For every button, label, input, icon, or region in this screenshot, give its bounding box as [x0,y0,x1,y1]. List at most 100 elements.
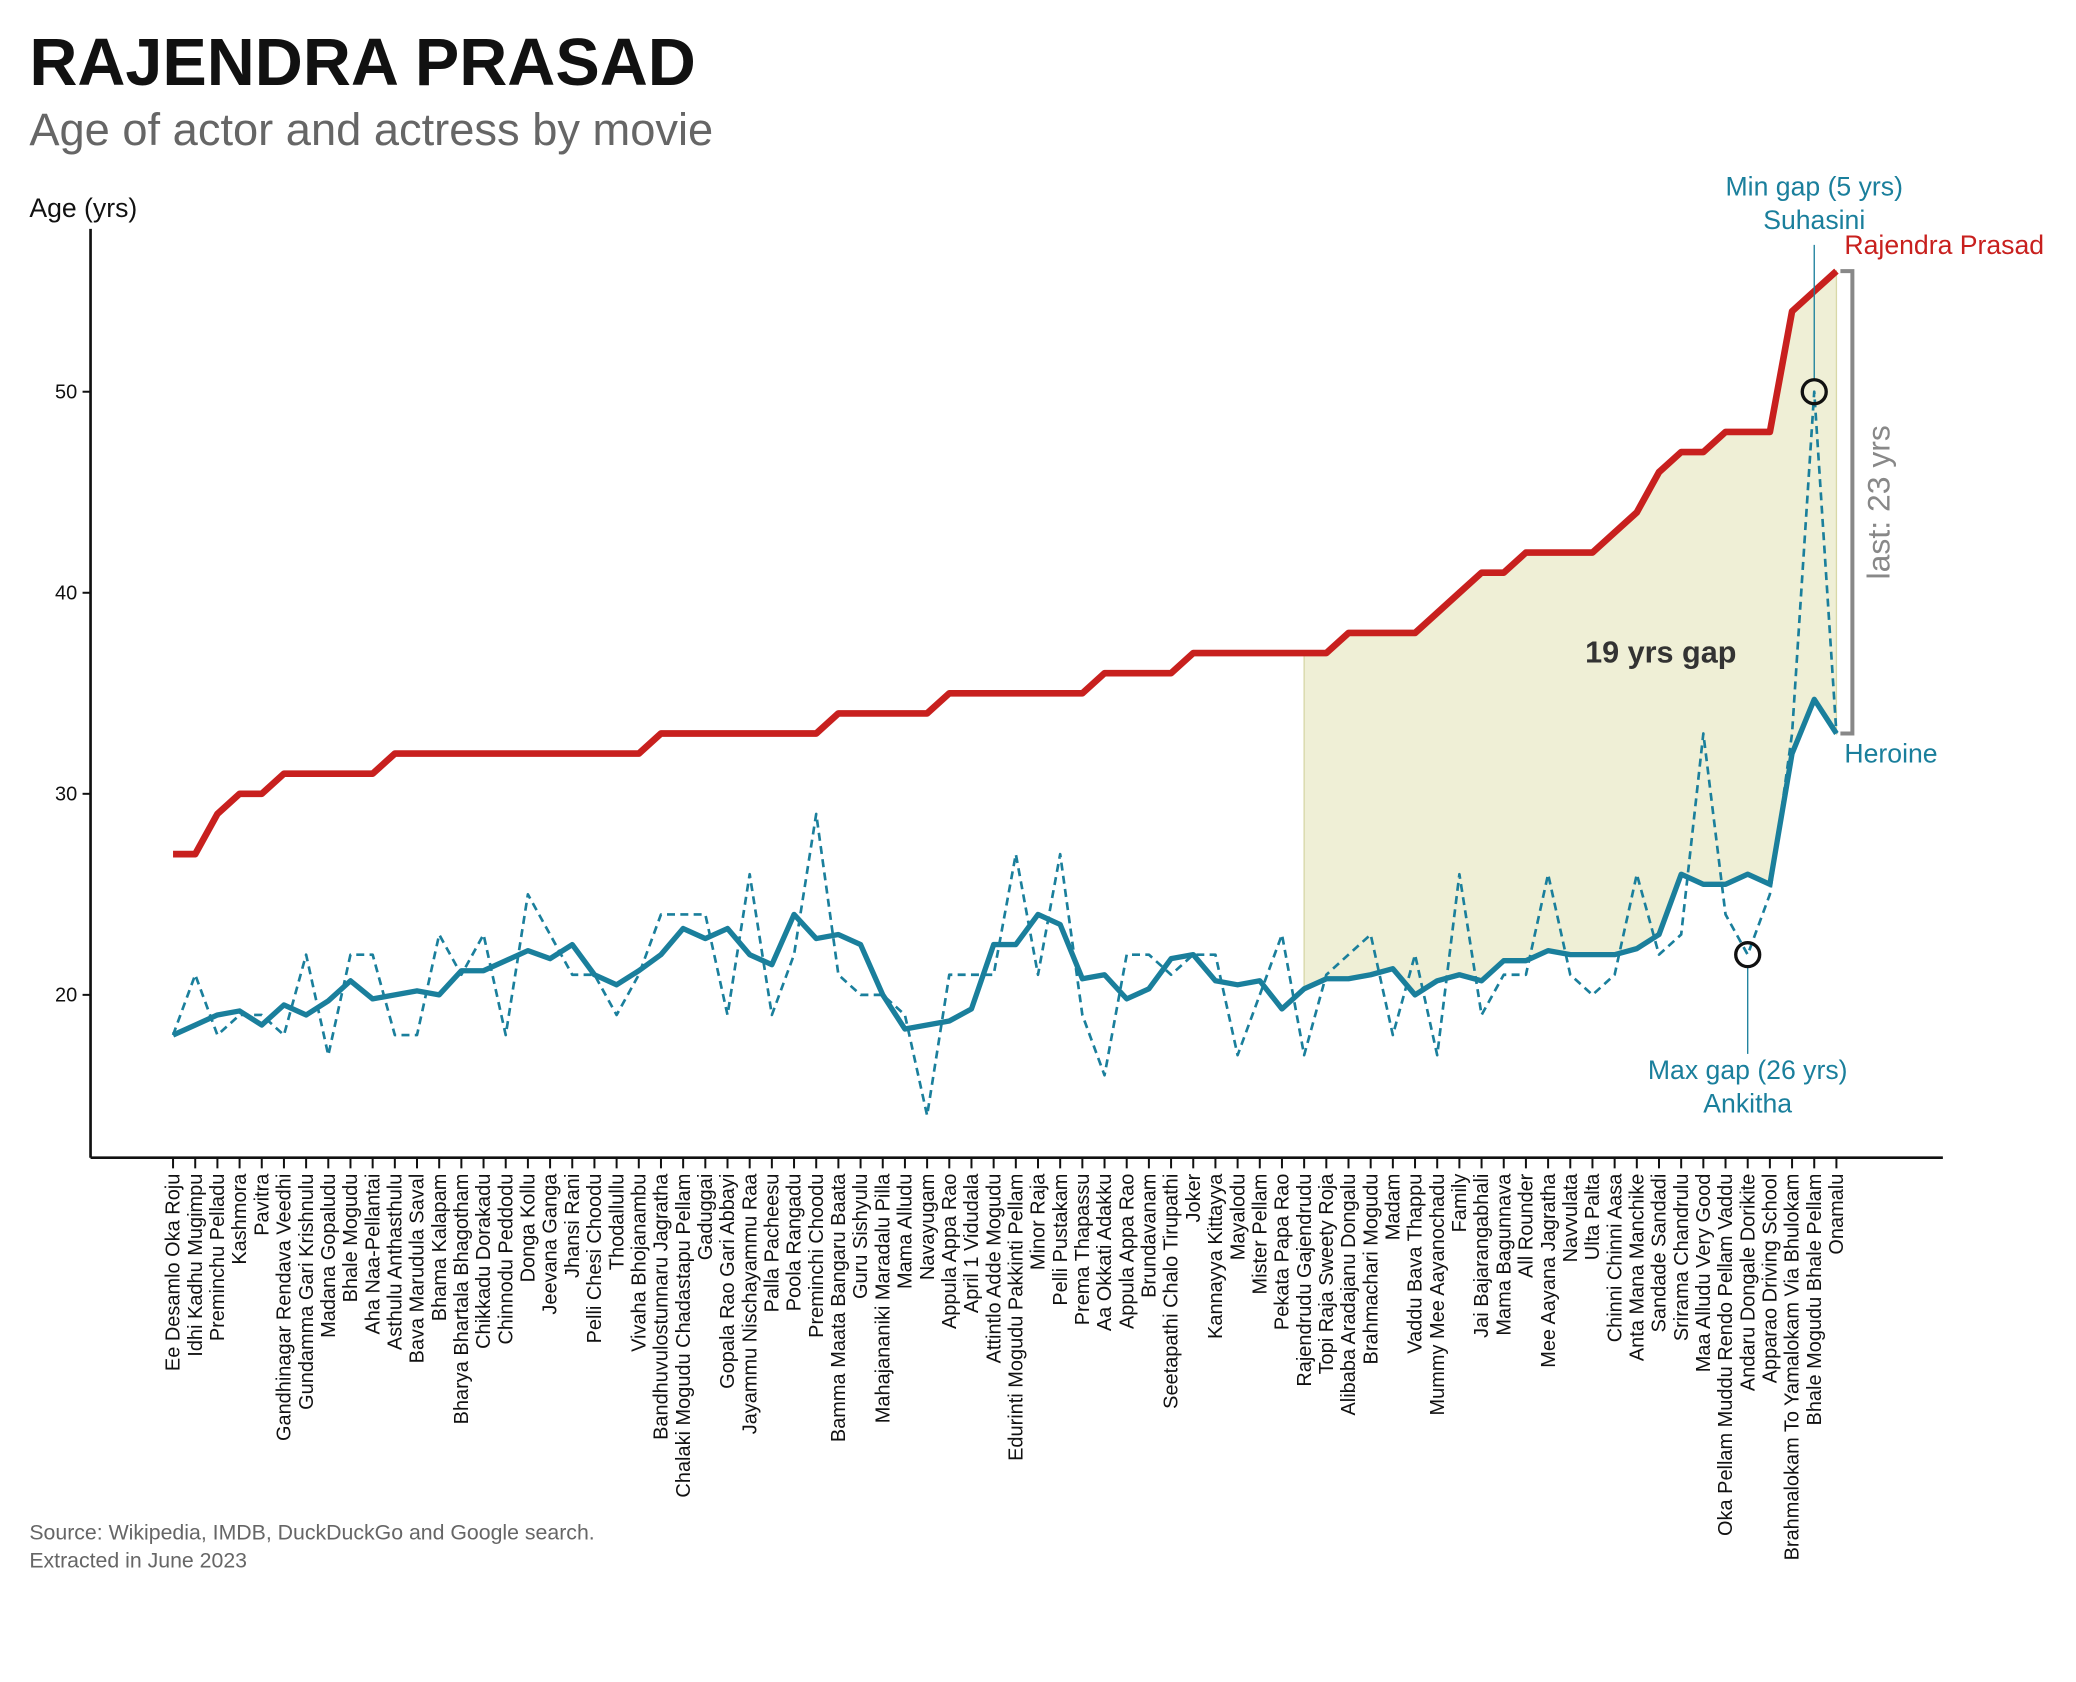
x-tick-label: Thodallullu [606,1174,628,1271]
x-tick-label: Pavitra [251,1173,273,1236]
x-tick-label: Prema Thapassu [1072,1174,1094,1326]
x-tick-label: Poola Rangadu [784,1174,806,1312]
series-line [171,390,1838,1117]
x-tick-label: Sandade Sandadi [1649,1174,1671,1333]
x-tick-label: Bhale Mogudu Bhale Pellam [1804,1174,1826,1426]
y-axis-label: Age (yrs) [29,193,137,223]
source: Source: Wikipedia, IMDB, DuckDuckGo and … [29,1521,594,1545]
annotation: 19 yrs gap [1585,636,1736,670]
x-tick-label: Navayugam [917,1174,939,1280]
x-tick-label: Bhale Mogudu [340,1174,362,1303]
x-tick-label: Navvulata [1560,1173,1582,1263]
chart-title: RAJENDRA PRASAD [29,26,695,100]
x-tick-label: Bava Marudula Saval [407,1174,429,1364]
x-tick-label: Mee Aayana Jagratha [1538,1173,1560,1368]
x-tick-label: Gaduggai [695,1174,717,1261]
x-tick-label: Maa Alludu Very Good [1693,1174,1715,1373]
x-tick-label: Appula Appa Rao [939,1174,961,1329]
x-tick-label: Madam [1383,1174,1405,1241]
x-tick-label: Madana Gopaludu [318,1174,340,1338]
y-tick-label: 20 [55,985,77,1007]
annotation: Max gap (26 yrs) [1648,1055,1848,1085]
x-tick-label: Brundavanam [1139,1174,1161,1298]
series-label: Heroine [1844,738,1937,768]
x-tick-label: Ulta Palta [1582,1173,1604,1260]
max_gap [1734,941,1762,969]
x-tick-label: Palla Pacheesu [762,1174,784,1313]
x-tick-label: Gandhinagar Rendava Veedhi [274,1174,296,1441]
x-tick-label: Kannayya Kittayya [1205,1173,1227,1339]
x-tick-label: Mayalodu [1227,1174,1249,1261]
x-tick-label: Ee Desamlo Oka Roju [163,1174,185,1371]
x-tick-label: Jayammu Nischayammu Raa [739,1173,761,1434]
x-tick-label: Vivaha Bhojanambu [628,1174,650,1352]
x-tick-label: Guru Sishyulu [850,1174,872,1299]
source: Extracted in June 2023 [29,1549,247,1573]
x-tick-label: Idhi Kadhu Mugimpu [185,1174,207,1357]
x-tick-label: Preminchu Pelladu [207,1174,229,1341]
x-tick-label: Gopala Rao Gari Abbayi [717,1174,739,1389]
x-tick-label: Family [1449,1174,1471,1233]
x-tick-label: Bamma Maata Bangaru Baata [828,1173,850,1442]
x-tick-label: Mummy Mee Aayanochadu [1427,1174,1449,1416]
x-tick-label: Aha Naa-Pellantai [362,1174,384,1335]
x-tick-label: Edurinti Mogudu Pakkinti Pellam [1005,1174,1027,1461]
x-tick-label: Jai Bajarangabhali [1471,1174,1493,1338]
x-tick-label: Pelli Chesi Choodu [584,1174,606,1344]
x-tick-label: Pekata Papa Rao [1272,1174,1294,1330]
y-tick-label: 40 [55,582,77,604]
x-tick-label: Vaddu Bava Thappu [1405,1174,1427,1354]
x-tick-label: Brahmachari Mogudu [1360,1174,1382,1365]
annotation: last: 23 yrs [1861,425,1897,579]
x-tick-label: Attintlo Adde Mogudu [983,1174,1005,1364]
x-tick-label: Bandhuvulostunnaru Jagratha [651,1173,673,1440]
x-tick-label: Chinni Chinni Aasa [1604,1173,1626,1343]
series-label: Rajendra Prasad [1844,230,2044,260]
x-tick-label: Apparao Driving School [1760,1174,1782,1384]
x-tick-label: Rajendrudu Gajendrudu [1294,1174,1316,1387]
y-tick-label: 30 [55,783,77,805]
x-tick-label: Jeevana Ganga [540,1173,562,1315]
x-tick-label: Jhansi Rani [562,1174,584,1278]
x-tick-label: Minor Raja [1028,1173,1050,1270]
x-tick-label: Gundamma Gari Krishnulu [296,1174,318,1410]
x-tick-label: Aa Okkati Adakku [1094,1174,1116,1332]
series-line [173,268,1839,858]
x-tick-label: Asthulu Anthasthulu [384,1174,406,1350]
x-tick-label: Kashmora [229,1173,251,1265]
min_gap [1800,378,1828,406]
x-tick-label: Preminchi Choodu [806,1174,828,1338]
x-tick-label: Chikkadu Dorakadu [473,1174,495,1349]
x-tick-label: Chinnodu Peddodu [495,1174,517,1345]
x-tick-label: Brahmalokam To Yamalokam Via Bhulokam [1782,1174,1804,1561]
x-tick-label: Alibaba Aradajanu Dongalu [1338,1174,1360,1416]
x-tick-label: Topi Raja Sweety Roja [1316,1173,1338,1375]
x-tick-label: Mama Alludu [895,1174,917,1289]
x-tick-label: Oka Pellam Muddu Rendo Pellam Vaddu [1715,1174,1737,1536]
x-tick-label: Pelli Pustakam [1050,1174,1072,1306]
x-tick-label: Donga Kollu [518,1174,540,1283]
x-tick-label: Srirama Chandrulu [1671,1174,1693,1341]
x-tick-label: Onamalu [1826,1174,1848,1255]
x-tick-label: Mahajananiki Maradalu Pilla [872,1173,894,1423]
x-tick-label: Mama Bagunnava [1493,1173,1515,1336]
annotation: Suhasini [1763,205,1865,235]
x-tick-label: Seetapathi Chalo Tirupathi [1161,1174,1183,1409]
x-tick-label: Bhama Kalapam [429,1174,451,1322]
x-tick-label: Andaru Dongale Dorikite [1737,1174,1759,1391]
x-tick-label: Bharya Bhartala Bhagotham [451,1174,473,1425]
x-tick-label: April 1 Vidudala [961,1173,983,1313]
series-line [171,696,1839,1038]
x-tick-label: Mister Pellam [1249,1174,1271,1295]
x-tick-label: Chalaki Mogudu Chadastapu Pellam [673,1174,695,1498]
x-tick-label: Appula Appa Rao [1116,1174,1138,1329]
x-tick-label: Joker [1183,1173,1205,1222]
bracket [1840,269,1855,736]
x-tick-label: Anta Mana Manchike [1626,1174,1648,1361]
annotation: Ankitha [1703,1088,1792,1118]
x-tick-label: All Rounder [1516,1173,1538,1278]
chart-subtitle: Age of actor and actress by movie [29,104,713,155]
y-tick-label: 50 [55,381,77,403]
